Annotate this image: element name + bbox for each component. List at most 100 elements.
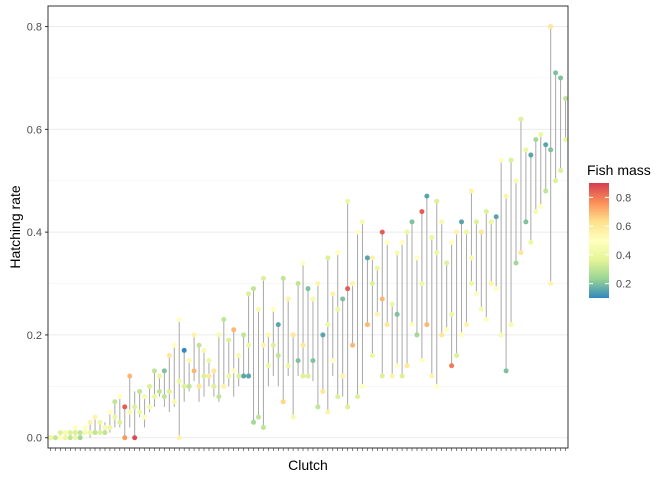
data-point bbox=[320, 332, 326, 338]
data-point bbox=[364, 255, 370, 261]
data-point bbox=[57, 435, 63, 441]
data-point bbox=[364, 322, 370, 328]
data-point bbox=[379, 229, 385, 235]
data-point bbox=[171, 342, 177, 348]
data-point bbox=[72, 435, 78, 441]
data-point bbox=[459, 332, 465, 338]
data-point bbox=[488, 281, 494, 287]
y-tick-label: 0.2 bbox=[27, 330, 42, 342]
data-point bbox=[67, 435, 73, 441]
data-point bbox=[508, 322, 514, 328]
data-point bbox=[72, 430, 78, 436]
legend-ticks: 0.2 0.4 0.6 0.8 bbox=[589, 192, 631, 291]
data-point bbox=[52, 435, 58, 441]
data-point bbox=[468, 281, 474, 287]
data-point bbox=[112, 414, 118, 420]
data-point bbox=[449, 311, 455, 317]
data-point bbox=[290, 332, 296, 338]
data-point bbox=[275, 322, 281, 328]
data-point bbox=[419, 281, 425, 287]
data-point bbox=[419, 209, 425, 215]
data-point bbox=[399, 373, 405, 379]
data-point bbox=[330, 358, 336, 364]
y-axis-ticks: 0.0 0.2 0.4 0.6 0.8 bbox=[27, 22, 48, 445]
data-point bbox=[439, 219, 445, 225]
data-point bbox=[171, 399, 177, 405]
legend-title: Fish mass bbox=[587, 162, 651, 178]
data-point bbox=[315, 281, 321, 287]
data-point bbox=[335, 306, 341, 312]
data-point bbox=[404, 229, 410, 235]
data-point bbox=[498, 157, 504, 163]
data-point bbox=[553, 70, 559, 76]
data-points bbox=[47, 24, 569, 441]
data-point bbox=[122, 435, 128, 441]
data-point bbox=[97, 419, 103, 425]
data-point bbox=[503, 193, 509, 199]
data-point bbox=[211, 383, 217, 389]
data-point bbox=[310, 296, 316, 302]
data-point bbox=[166, 352, 172, 358]
data-point bbox=[142, 394, 148, 400]
data-point bbox=[310, 358, 316, 364]
data-point bbox=[300, 260, 306, 266]
data-point bbox=[493, 214, 499, 220]
data-point bbox=[67, 430, 73, 436]
data-point bbox=[216, 332, 222, 338]
data-point bbox=[181, 383, 187, 389]
data-point bbox=[112, 399, 118, 405]
data-point bbox=[439, 332, 445, 338]
data-point bbox=[137, 388, 143, 394]
data-point bbox=[335, 250, 341, 256]
data-point bbox=[82, 430, 88, 436]
data-point bbox=[226, 337, 232, 343]
data-point bbox=[122, 404, 128, 410]
data-point bbox=[275, 352, 281, 358]
data-point bbox=[57, 430, 63, 436]
data-point bbox=[191, 368, 197, 374]
data-point bbox=[320, 388, 326, 394]
data-point bbox=[201, 373, 207, 379]
data-point bbox=[330, 291, 336, 297]
data-point bbox=[478, 306, 484, 312]
data-point bbox=[374, 311, 380, 317]
data-point bbox=[305, 286, 311, 292]
data-point bbox=[528, 152, 534, 158]
data-point bbox=[449, 239, 455, 245]
data-point bbox=[142, 414, 148, 420]
data-point bbox=[345, 404, 351, 410]
data-point bbox=[246, 291, 252, 297]
data-point bbox=[315, 404, 321, 410]
data-point bbox=[553, 178, 559, 184]
data-point bbox=[127, 373, 133, 379]
data-point bbox=[260, 275, 266, 281]
data-point bbox=[295, 358, 301, 364]
data-point bbox=[290, 414, 296, 420]
data-point bbox=[132, 404, 138, 410]
data-point bbox=[528, 239, 534, 245]
data-point bbox=[300, 373, 306, 379]
data-point bbox=[518, 250, 524, 256]
data-point bbox=[196, 383, 202, 389]
data-point bbox=[305, 373, 311, 379]
data-point bbox=[176, 378, 182, 384]
data-point bbox=[558, 75, 564, 81]
data-point bbox=[280, 275, 286, 281]
data-point bbox=[548, 147, 554, 153]
data-point bbox=[473, 219, 479, 225]
data-point bbox=[251, 419, 257, 425]
data-point bbox=[181, 347, 187, 353]
data-point bbox=[449, 363, 455, 369]
data-point bbox=[206, 373, 212, 379]
data-point bbox=[226, 373, 232, 379]
data-point bbox=[147, 404, 153, 410]
data-point bbox=[62, 435, 68, 441]
data-point bbox=[325, 322, 331, 328]
data-point bbox=[434, 250, 440, 256]
legend-tick-label: 0.2 bbox=[616, 279, 631, 291]
data-point bbox=[265, 332, 271, 338]
data-point bbox=[350, 281, 356, 287]
data-point bbox=[463, 322, 469, 328]
data-point bbox=[454, 229, 460, 235]
data-point bbox=[201, 347, 207, 353]
